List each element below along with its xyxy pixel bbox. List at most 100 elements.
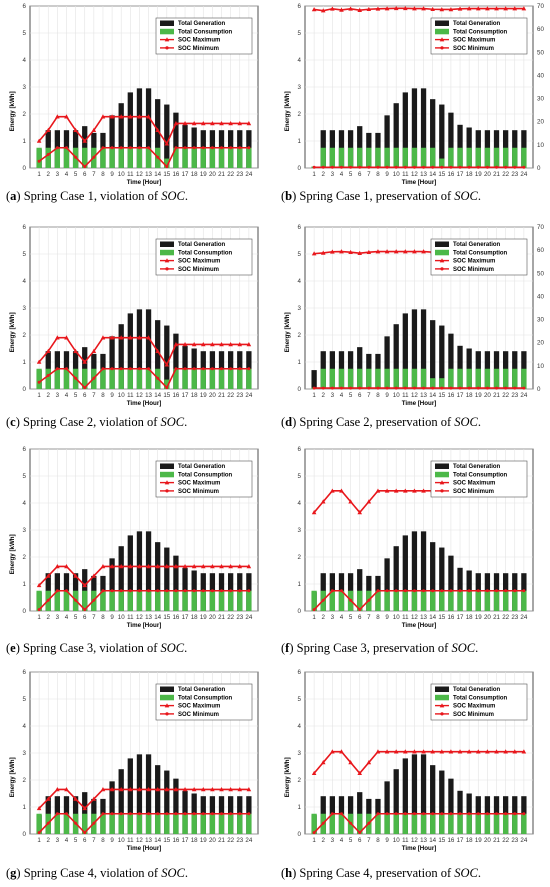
x-tick-label: 19 — [475, 837, 482, 844]
soc-min-marker — [403, 386, 407, 390]
consumption-bar — [155, 590, 161, 611]
consumption-bar — [246, 147, 252, 168]
legend-swatch-consumption — [435, 249, 449, 256]
soc-min-marker — [55, 589, 59, 593]
soc-max-marker — [146, 564, 151, 569]
x-tick-label: 10 — [393, 614, 400, 621]
x-tick-label: 11 — [127, 614, 134, 621]
consumption-bar — [200, 590, 206, 611]
soc-max-marker — [55, 114, 60, 119]
legend-label: SOC Minimum — [453, 46, 494, 52]
soc-max-marker — [320, 250, 326, 255]
soc-max-marker — [191, 121, 197, 126]
soc-max-line — [313, 750, 524, 775]
soc-min-marker — [183, 146, 187, 150]
soc-min-marker — [367, 598, 371, 602]
y2-tick-label: 40 — [537, 293, 544, 300]
generation-bar — [164, 104, 170, 168]
soc-max-marker — [91, 127, 97, 132]
generation-bar — [118, 769, 124, 834]
legend-label: Total Generation — [178, 687, 226, 693]
caption-b: (b) Spring Case 1, preservation of SOC. — [281, 189, 481, 203]
soc-max-marker — [73, 348, 78, 353]
soc-min-marker — [394, 812, 398, 816]
x-tick-label: 11 — [127, 837, 134, 844]
caption-h: (h) Spring Case 4, preservation of SOC. — [281, 866, 481, 880]
x-tick-label: 9 — [110, 392, 114, 399]
soc-min-marker — [376, 386, 380, 390]
soc-max-marker — [330, 249, 335, 254]
x-tick-label: 12 — [136, 837, 143, 844]
soc-min-marker — [467, 165, 471, 169]
soc-max-marker — [73, 573, 78, 578]
consumption-bar — [384, 147, 390, 168]
soc-min-marker — [440, 386, 444, 390]
soc-min-marker — [165, 386, 169, 390]
consumption-bar — [366, 147, 372, 168]
consumption-bar — [448, 590, 454, 611]
soc-min-marker — [412, 589, 416, 593]
y-tick-label: 4 — [298, 500, 302, 507]
x-tick-label: 5 — [74, 392, 78, 399]
x-tick-label: 21 — [218, 614, 225, 621]
soc-max-marker — [200, 787, 206, 792]
y-tick-label: 6 — [23, 224, 27, 231]
x-tick-label: 17 — [182, 392, 189, 399]
consumption-bar — [484, 813, 491, 834]
x-tick-label: 4 — [340, 171, 344, 178]
legend-label: SOC Minimum — [453, 267, 494, 273]
caption-letter: a — [10, 189, 17, 203]
generation-bar — [411, 754, 418, 834]
soc-max-marker — [128, 787, 133, 792]
consumption-bar — [411, 813, 418, 834]
soc-min-marker — [522, 589, 526, 593]
generation-bar — [109, 115, 115, 168]
soc-min-marker — [37, 380, 41, 384]
caption-text: Spring Case 4, preservation of — [299, 866, 454, 880]
legend-marker-circle — [440, 46, 444, 50]
x-tick-label: 4 — [65, 614, 69, 621]
consumption-bar — [420, 147, 427, 168]
soc-min-marker — [495, 812, 499, 816]
soc-max-marker — [393, 488, 399, 493]
generation-bar — [145, 754, 152, 834]
soc-max-marker — [393, 5, 399, 11]
x-tick-label: 17 — [457, 614, 464, 621]
soc-min-marker — [101, 812, 105, 816]
x-tick-label: 22 — [227, 614, 234, 621]
legend-label: SOC Minimum — [178, 712, 219, 718]
soc-min-marker — [101, 589, 105, 593]
generation-bar — [109, 558, 115, 611]
x-tick-label: 23 — [511, 614, 518, 621]
soc-min-marker — [312, 386, 316, 390]
soc-max-marker — [173, 121, 179, 126]
consumption-bar — [338, 813, 345, 834]
soc-min-marker — [358, 608, 362, 612]
soc-min-marker — [210, 146, 214, 150]
consumption-bar — [402, 813, 408, 834]
caption-open: ( — [281, 641, 285, 655]
soc-max-marker — [173, 787, 179, 792]
caption-end: . — [478, 415, 481, 429]
y-tick-label: 4 — [298, 57, 302, 64]
x-tick-label: 1 — [37, 392, 41, 399]
caption-end: . — [478, 866, 481, 880]
x-tick-label: 10 — [118, 171, 125, 178]
x-tick-label: 23 — [511, 837, 518, 844]
x-tick-label: 2 — [47, 614, 51, 621]
generation-bar — [411, 88, 418, 168]
x-tick-label: 3 — [56, 171, 60, 178]
soc-min-line — [313, 589, 524, 611]
legend-marker-triangle — [164, 480, 170, 485]
soc-max-marker — [82, 582, 88, 588]
soc-min-marker — [467, 589, 471, 593]
soc-min-marker — [358, 165, 362, 169]
x-tick-label: 11 — [127, 392, 134, 399]
soc-min-marker — [229, 367, 233, 371]
legend-label: SOC Maximum — [453, 38, 495, 44]
generation-bar — [136, 531, 143, 611]
x-tick-label: 17 — [457, 392, 464, 399]
legend-swatch-generation — [160, 20, 174, 26]
soc-min-marker — [174, 367, 178, 371]
